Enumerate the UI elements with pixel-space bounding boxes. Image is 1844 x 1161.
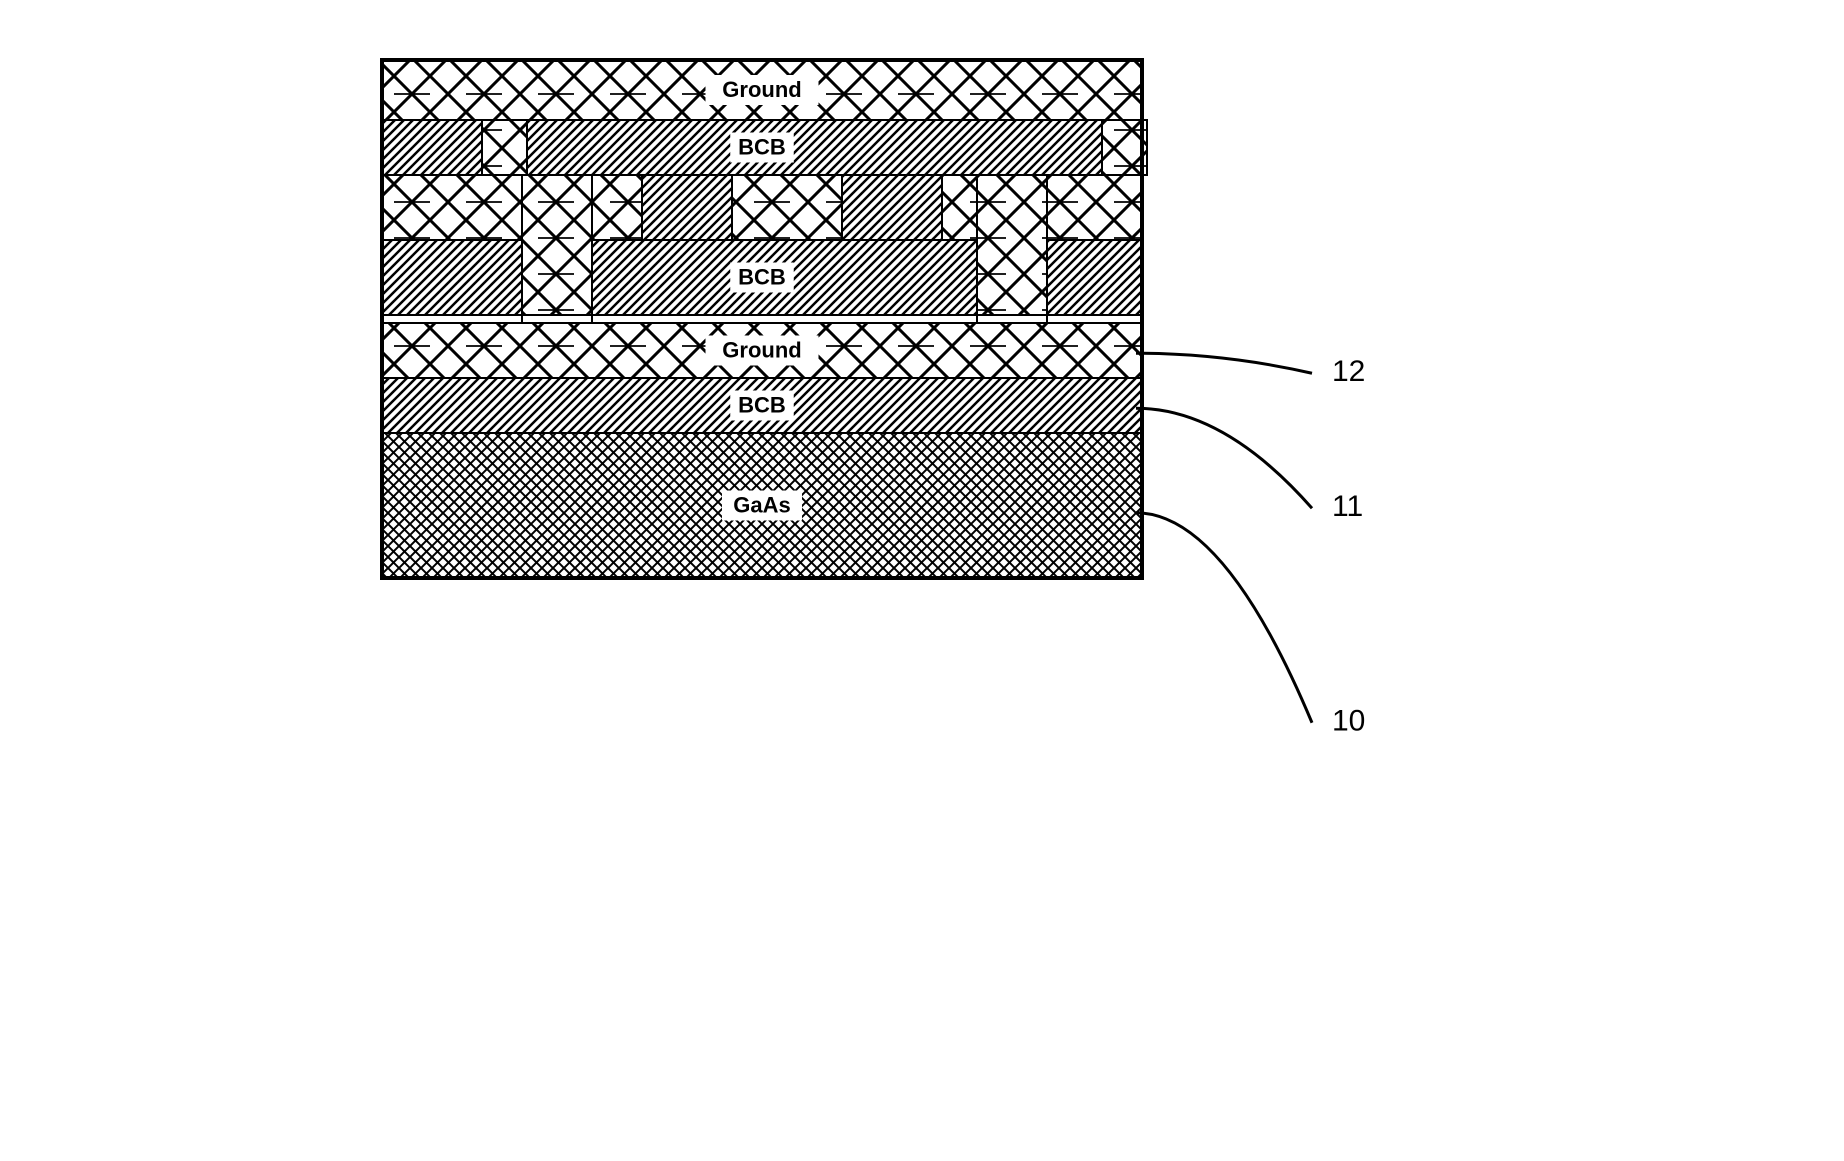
- label-bcb-mid: BCB: [738, 264, 786, 289]
- callout-10: 10: [1332, 705, 1365, 738]
- diagram-container: Ground BCB BCB Ground 12 BCB 11 GaAs 10: [322, 40, 1522, 800]
- cross-section-diagram: Ground BCB BCB Ground 12 BCB 11 GaAs 10: [322, 40, 1522, 800]
- layer-ground-mid: Ground: [382, 323, 1142, 378]
- leader-12: [1136, 353, 1312, 373]
- layer-bcb-lower: BCB: [382, 378, 1142, 433]
- callout-12: 12: [1332, 355, 1365, 388]
- leader-10: [1136, 513, 1312, 723]
- layer-gaas: GaAs: [382, 433, 1142, 578]
- label-ground-mid: Ground: [722, 337, 801, 362]
- label-ground-top: Ground: [722, 77, 801, 102]
- label-gaas: GaAs: [733, 492, 790, 517]
- leader-11: [1136, 408, 1312, 508]
- label-bcb-upper: BCB: [738, 134, 786, 159]
- layer-ground-top: Ground: [382, 60, 1142, 120]
- callout-11: 11: [1332, 490, 1363, 523]
- layer-bcb-upper: BCB: [382, 120, 1147, 175]
- label-bcb-lower: BCB: [738, 392, 786, 417]
